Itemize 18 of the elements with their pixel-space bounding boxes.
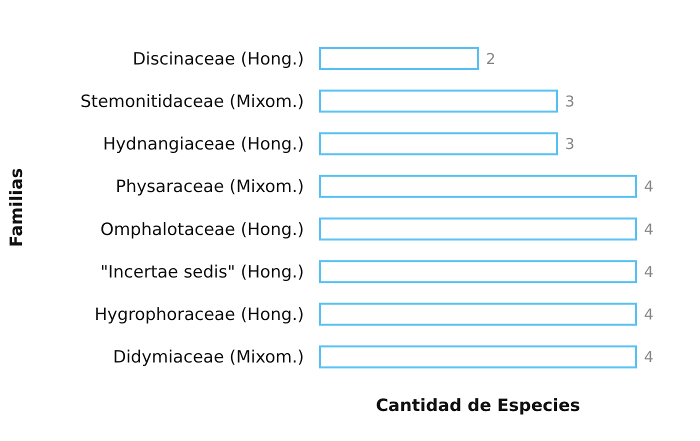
data-label: 2	[486, 50, 496, 68]
data-label: 4	[644, 262, 654, 281]
data-label: 4	[644, 178, 654, 196]
y-tick-label: Didymiaceae (Mixom.)	[112, 348, 304, 368]
y-tick-label: Stemonitidaceae (Mixom.)	[80, 92, 304, 112]
data-label: 4	[644, 306, 654, 324]
data-label: 3	[565, 135, 575, 154]
data-label: 4	[644, 348, 654, 366]
y-tick-label: Discinaceae (Hong.)	[132, 49, 304, 70]
data-label: 4	[644, 220, 654, 238]
y-axis-title: Familias	[7, 168, 28, 247]
y-tick-label: Omphalotaceae (Hong.)	[100, 220, 304, 240]
y-tick-label: Hydnangiaceae (Hong.)	[102, 134, 304, 155]
y-tick-label: "Incertae sedis" (Hong.)	[100, 262, 304, 282]
x-axis-title: Cantidad de Especies	[376, 396, 580, 416]
y-tick-label: Physaraceae (Mixom.)	[116, 177, 304, 198]
data-label: 3	[565, 92, 575, 110]
y-tick-label: Hygrophoraceae (Hong.)	[94, 305, 304, 326]
